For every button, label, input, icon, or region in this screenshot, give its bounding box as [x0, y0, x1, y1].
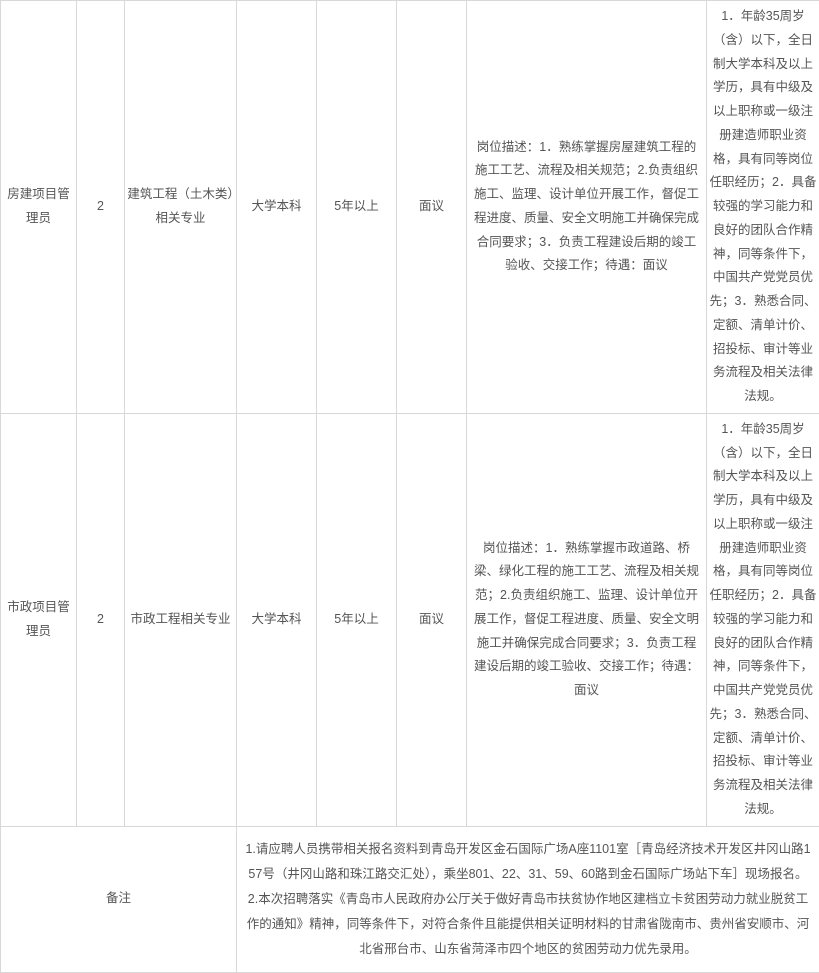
table-row: 市政项目管理员 2 市政工程相关专业 大学本科 5年以上 面议 岗位描述：1．熟… — [1, 413, 819, 826]
cell-education: 大学本科 — [237, 413, 317, 826]
cell-major: 建筑工程（土木类）相关专业 — [125, 1, 237, 414]
cell-notes: 1.请应聘人员携带相关报名资料到青岛开发区金石国际广场A座1101室［青岛经济技… — [237, 826, 819, 972]
cell-notes-label: 备注 — [1, 826, 237, 972]
cell-experience: 5年以上 — [317, 413, 397, 826]
cell-description: 岗位描述：1．熟练掌握市政道路、桥梁、绿化工程的施工工艺、流程及相关规范；2.负… — [467, 413, 707, 826]
cell-experience: 5年以上 — [317, 1, 397, 414]
cell-description: 岗位描述：1．熟练掌握房屋建筑工程的施工工艺、流程及相关规范；2.负责组织施工、… — [467, 1, 707, 414]
cell-count: 2 — [77, 1, 125, 414]
cell-position: 房建项目管理员 — [1, 1, 77, 414]
table-row: 房建项目管理员 2 建筑工程（土木类）相关专业 大学本科 5年以上 面议 岗位描… — [1, 1, 819, 414]
cell-requirements: 1．年龄35周岁（含）以下，全日制大学本科及以上学历，具有中级及以上职称或一级注… — [707, 413, 819, 826]
cell-requirements: 1．年龄35周岁（含）以下，全日制大学本科及以上学历，具有中级及以上职称或一级注… — [707, 1, 819, 414]
cell-count: 2 — [77, 413, 125, 826]
table-notes-row: 备注 1.请应聘人员携带相关报名资料到青岛开发区金石国际广场A座1101室［青岛… — [1, 826, 819, 972]
cell-salary: 面议 — [397, 413, 467, 826]
cell-position: 市政项目管理员 — [1, 413, 77, 826]
recruitment-table: 房建项目管理员 2 建筑工程（土木类）相关专业 大学本科 5年以上 面议 岗位描… — [0, 0, 819, 973]
cell-education: 大学本科 — [237, 1, 317, 414]
cell-salary: 面议 — [397, 1, 467, 414]
cell-major: 市政工程相关专业 — [125, 413, 237, 826]
